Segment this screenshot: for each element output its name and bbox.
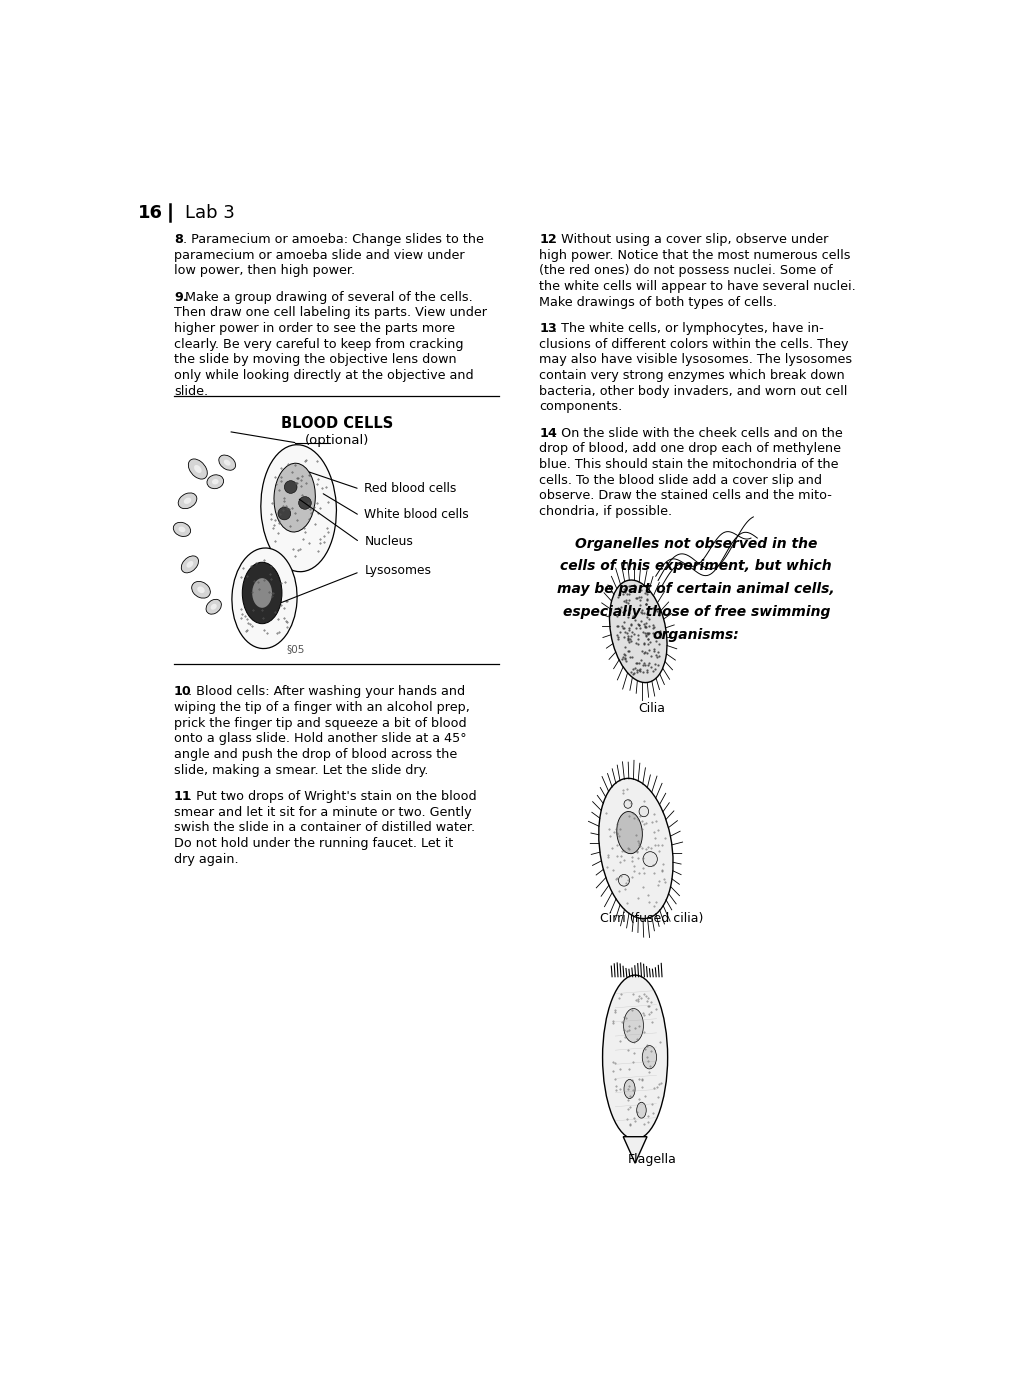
Text: onto a glass slide. Hold another slide at a 45°: onto a glass slide. Hold another slide a…	[174, 732, 467, 746]
Text: 12: 12	[539, 233, 557, 246]
Ellipse shape	[186, 561, 194, 568]
Text: . On the slide with the cheek cells and on the: . On the slide with the cheek cells and …	[553, 427, 843, 439]
Ellipse shape	[643, 852, 657, 867]
Text: 9.: 9.	[174, 290, 187, 304]
Text: cells. To the blood slide add a cover slip and: cells. To the blood slide add a cover sl…	[539, 473, 822, 487]
Text: higher power in order to see the parts more: higher power in order to see the parts m…	[174, 322, 455, 334]
Text: Make a group drawing of several of the cells.: Make a group drawing of several of the c…	[185, 290, 473, 304]
Text: . The white cells, or lymphocytes, have in-: . The white cells, or lymphocytes, have …	[553, 322, 824, 334]
Text: smear and let it sit for a minute or two. Gently: smear and let it sit for a minute or two…	[174, 805, 472, 819]
Text: 14: 14	[539, 427, 557, 439]
Ellipse shape	[599, 779, 673, 919]
Ellipse shape	[618, 875, 630, 886]
Text: especially those of free swimming: especially those of free swimming	[562, 605, 829, 619]
Text: Cirri (fused cilia): Cirri (fused cilia)	[600, 912, 703, 925]
Ellipse shape	[602, 976, 668, 1139]
Text: low power, then high power.: low power, then high power.	[174, 264, 355, 278]
Text: (the red ones) do not possess nuclei. Some of: (the red ones) do not possess nuclei. So…	[539, 264, 833, 278]
Ellipse shape	[191, 582, 210, 599]
Ellipse shape	[198, 586, 205, 593]
Text: organisms:: organisms:	[653, 627, 739, 641]
Ellipse shape	[178, 493, 197, 509]
Ellipse shape	[299, 497, 311, 509]
Text: observe. Draw the stained cells and the mito-: observe. Draw the stained cells and the …	[539, 490, 831, 502]
Ellipse shape	[278, 508, 291, 520]
Text: Flagella: Flagella	[628, 1153, 676, 1165]
Text: may also have visible lysosomes. The lysosomes: may also have visible lysosomes. The lys…	[539, 354, 852, 366]
Ellipse shape	[639, 806, 648, 817]
Text: the slide by moving the objective lens down: the slide by moving the objective lens d…	[174, 354, 457, 366]
Ellipse shape	[178, 527, 185, 533]
Ellipse shape	[206, 600, 221, 614]
Polygon shape	[624, 1137, 647, 1163]
Ellipse shape	[624, 1080, 635, 1098]
Text: White blood cells: White blood cells	[365, 508, 469, 522]
Ellipse shape	[219, 455, 236, 471]
Text: Nucleus: Nucleus	[365, 534, 414, 548]
Ellipse shape	[624, 1009, 643, 1043]
Text: may be part of certain animal cells,: may be part of certain animal cells,	[557, 582, 835, 596]
Ellipse shape	[252, 578, 272, 608]
Text: slide, making a smear. Let the slide dry.: slide, making a smear. Let the slide dry…	[174, 764, 428, 776]
Text: bacteria, other body invaders, and worn out cell: bacteria, other body invaders, and worn …	[539, 385, 848, 398]
Ellipse shape	[642, 1046, 656, 1069]
Text: Lab 3: Lab 3	[185, 204, 236, 222]
Text: Organelles not observed in the: Organelles not observed in the	[575, 537, 817, 550]
Ellipse shape	[624, 799, 632, 808]
Ellipse shape	[285, 480, 297, 494]
Text: slide.: slide.	[174, 385, 208, 398]
Text: (optional): (optional)	[304, 433, 369, 447]
Text: angle and push the drop of blood across the: angle and push the drop of blood across …	[174, 749, 458, 761]
Ellipse shape	[194, 465, 202, 473]
Text: chondria, if possible.: chondria, if possible.	[539, 505, 672, 517]
Ellipse shape	[609, 581, 667, 682]
Text: contain very strong enzymes which break down: contain very strong enzymes which break …	[539, 369, 845, 383]
Text: swish the slide in a container of distilled water.: swish the slide in a container of distil…	[174, 821, 475, 834]
Text: blue. This should stain the mitochondria of the: blue. This should stain the mitochondria…	[539, 458, 839, 471]
Text: 16: 16	[137, 204, 163, 222]
Text: clearly. Be very careful to keep from cracking: clearly. Be very careful to keep from cr…	[174, 337, 464, 351]
Ellipse shape	[183, 498, 191, 504]
Ellipse shape	[207, 475, 223, 488]
Text: only while looking directly at the objective and: only while looking directly at the objec…	[174, 369, 474, 383]
Ellipse shape	[188, 460, 207, 479]
Ellipse shape	[243, 563, 282, 623]
Ellipse shape	[261, 444, 337, 571]
Ellipse shape	[231, 548, 297, 648]
Ellipse shape	[274, 464, 315, 533]
Ellipse shape	[212, 479, 218, 484]
Text: the white cells will appear to have several nuclei.: the white cells will appear to have seve…	[539, 279, 856, 293]
Text: Cilia: Cilia	[638, 702, 666, 716]
Ellipse shape	[181, 556, 199, 572]
Text: components.: components.	[539, 400, 623, 413]
Ellipse shape	[173, 523, 190, 537]
Text: 10: 10	[174, 685, 191, 698]
Text: clusions of different colors within the cells. They: clusions of different colors within the …	[539, 337, 849, 351]
Text: dry again.: dry again.	[174, 853, 239, 866]
Text: wiping the tip of a finger with an alcohol prep,: wiping the tip of a finger with an alcoh…	[174, 700, 470, 714]
Text: 8: 8	[174, 233, 183, 246]
Text: drop of blood, add one drop each of methylene: drop of blood, add one drop each of meth…	[539, 442, 841, 455]
Ellipse shape	[211, 604, 217, 610]
Ellipse shape	[637, 1102, 646, 1119]
Text: Red blood cells: Red blood cells	[365, 482, 457, 494]
Text: cells of this experiment, but which: cells of this experiment, but which	[560, 560, 833, 574]
Text: §05: §05	[287, 644, 305, 655]
Text: Do not hold under the running faucet. Let it: Do not hold under the running faucet. Le…	[174, 837, 454, 850]
Text: 11: 11	[174, 790, 191, 802]
Text: paramecium or amoeba slide and view under: paramecium or amoeba slide and view unde…	[174, 249, 465, 261]
Text: Make drawings of both types of cells.: Make drawings of both types of cells.	[539, 296, 777, 308]
Ellipse shape	[616, 812, 642, 853]
Text: prick the finger tip and squeeze a bit of blood: prick the finger tip and squeeze a bit o…	[174, 717, 467, 729]
Text: Lysosomes: Lysosomes	[365, 564, 431, 577]
Text: . Paramecium or amoeba: Change slides to the: . Paramecium or amoeba: Change slides to…	[182, 233, 483, 246]
Text: high power. Notice that the most numerous cells: high power. Notice that the most numerou…	[539, 249, 851, 261]
Text: BLOOD CELLS: BLOOD CELLS	[281, 416, 393, 431]
Text: . Blood cells: After washing your hands and: . Blood cells: After washing your hands …	[188, 685, 466, 698]
Text: 13: 13	[539, 322, 557, 334]
Text: . Without using a cover slip, observe under: . Without using a cover slip, observe un…	[553, 233, 828, 246]
Text: Then draw one cell labeling its parts. View under: Then draw one cell labeling its parts. V…	[174, 307, 487, 319]
Text: . Put two drops of Wright's stain on the blood: . Put two drops of Wright's stain on the…	[188, 790, 477, 802]
Ellipse shape	[224, 460, 230, 465]
